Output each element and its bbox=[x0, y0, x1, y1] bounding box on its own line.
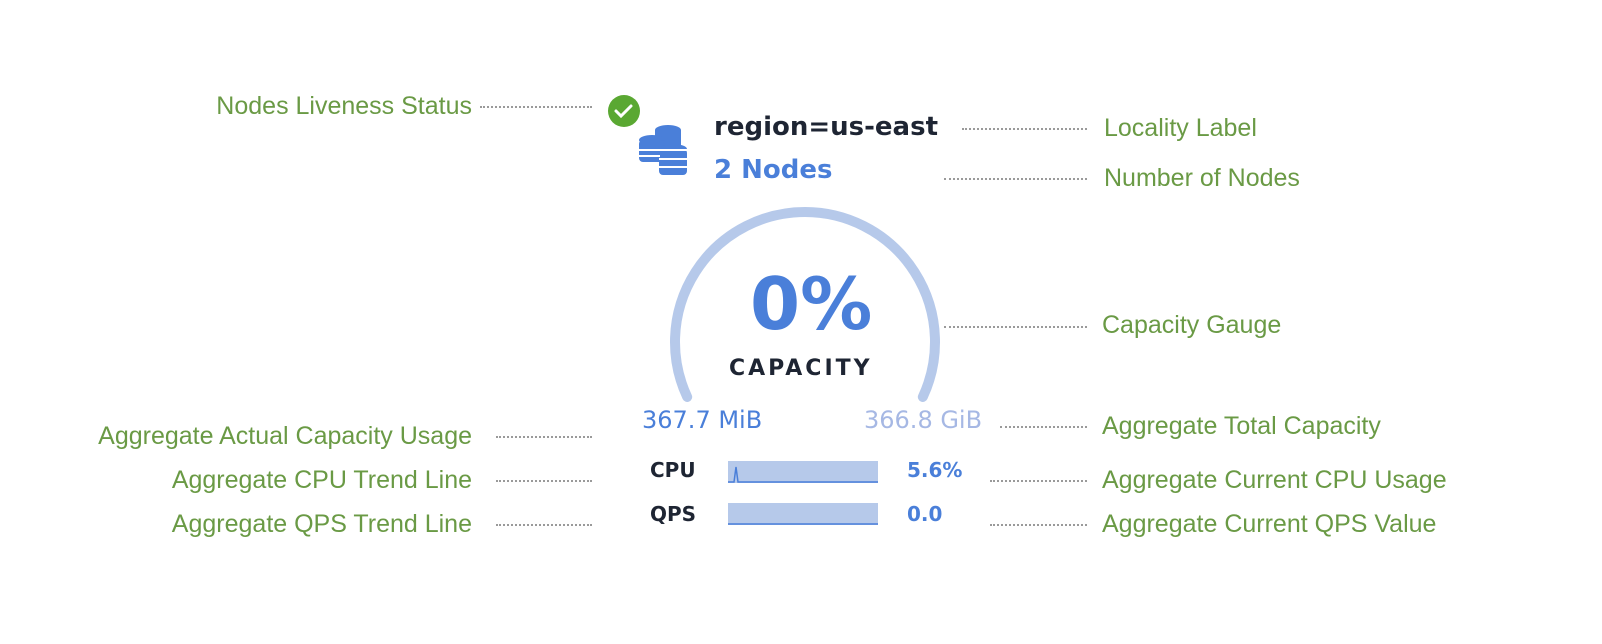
leader-line bbox=[944, 326, 1087, 328]
cpu-sparkline bbox=[728, 461, 878, 483]
qps-sparkline bbox=[728, 503, 878, 525]
capacity-percent: 0% bbox=[750, 262, 873, 346]
qps-label: QPS bbox=[650, 502, 697, 526]
annotation-cpu-current: Aggregate Current CPU Usage bbox=[1102, 466, 1447, 494]
annotation-total-capacity: Aggregate Total Capacity bbox=[1102, 412, 1381, 440]
capacity-label: CAPACITY bbox=[729, 356, 873, 381]
cpu-label: CPU bbox=[650, 458, 696, 482]
leader-line bbox=[496, 436, 592, 438]
annotation-qps-current: Aggregate Current QPS Value bbox=[1102, 510, 1437, 538]
capacity-used: 367.7 MiB bbox=[642, 406, 763, 434]
capacity-total: 366.8 GiB bbox=[864, 406, 983, 434]
database-stack-icon bbox=[639, 125, 687, 175]
node-count[interactable]: 2 Nodes bbox=[714, 155, 833, 185]
capacity-gauge bbox=[670, 207, 940, 402]
check-circle-icon bbox=[608, 95, 640, 127]
leader-line bbox=[496, 480, 592, 482]
annotation-cpu-trend: Aggregate CPU Trend Line bbox=[171, 466, 472, 494]
locality-label: region=us-east bbox=[714, 112, 938, 142]
leader-line bbox=[480, 106, 592, 108]
annotation-num-nodes: Number of Nodes bbox=[1104, 164, 1300, 192]
leader-line bbox=[496, 524, 592, 526]
leader-line bbox=[990, 524, 1087, 526]
leader-line bbox=[1000, 426, 1087, 428]
cpu-value: 5.6% bbox=[907, 458, 963, 482]
annotation-qps-trend: Aggregate QPS Trend Line bbox=[171, 510, 472, 538]
annotation-locality: Locality Label bbox=[1104, 114, 1257, 142]
annotation-gauge: Capacity Gauge bbox=[1102, 311, 1282, 339]
qps-value: 0.0 bbox=[907, 502, 943, 526]
gauge-track bbox=[670, 207, 940, 402]
leader-line bbox=[990, 480, 1087, 482]
leader-line bbox=[944, 178, 1087, 180]
leader-line bbox=[962, 128, 1087, 130]
annotation-actual-usage: Aggregate Actual Capacity Usage bbox=[98, 422, 472, 450]
annotation-liveness: Nodes Liveness Status bbox=[216, 92, 472, 120]
